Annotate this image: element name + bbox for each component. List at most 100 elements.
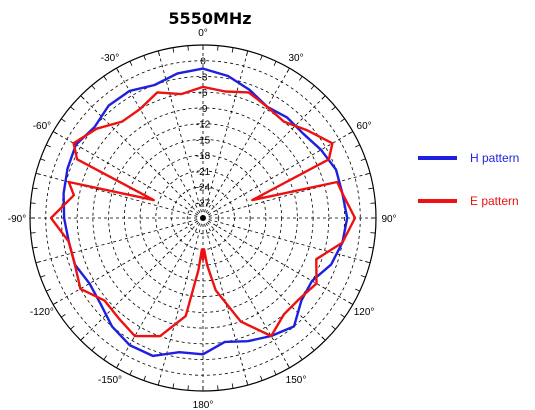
angle-tick <box>299 355 303 360</box>
series-line-e-pattern <box>49 85 357 338</box>
polar-grid <box>29 44 377 392</box>
angle-tick <box>157 50 160 56</box>
angle-tick <box>103 76 107 81</box>
angle-labels: 0°30°60°90°120°150°180°-150°-120°-90°-60… <box>8 28 397 410</box>
angle-label: -30° <box>101 53 119 64</box>
angle-label: 120° <box>354 307 375 318</box>
grid-ring <box>61 76 345 360</box>
angle-tick <box>355 144 360 148</box>
radial-tick-label: -24 <box>196 183 211 194</box>
angle-tick <box>32 187 38 190</box>
angle-tick <box>331 106 336 111</box>
grid-spoke <box>35 217 204 264</box>
radial-tick-label: -9 <box>199 104 208 115</box>
grid-ring <box>186 201 220 235</box>
grid-spoke <box>116 217 204 369</box>
angle-tick <box>46 288 51 292</box>
legend-label: H pattern <box>470 151 519 165</box>
angle-tick <box>260 375 263 381</box>
angle-tick <box>70 106 75 111</box>
angle-label: -120° <box>30 307 54 318</box>
angle-tick <box>360 158 366 161</box>
angle-tick <box>35 261 41 264</box>
angle-tick <box>172 383 175 389</box>
angle-tick <box>321 95 326 100</box>
angle-tick <box>360 275 366 278</box>
angle-tick <box>61 314 66 318</box>
angle-tick <box>331 325 336 330</box>
angle-tick <box>273 61 277 66</box>
angle-tick <box>103 355 107 360</box>
angle-label: 90° <box>381 214 396 225</box>
angle-tick <box>32 246 38 249</box>
grid-spoke <box>202 217 371 264</box>
angle-label: 0° <box>198 28 208 39</box>
grid-spoke <box>52 217 204 305</box>
angle-label: 150° <box>286 375 307 386</box>
radial-tick-label: -6 <box>199 88 208 99</box>
radial-tick-label: -27 <box>196 198 211 209</box>
angle-tick <box>348 301 354 305</box>
grid-spoke <box>202 217 290 369</box>
angle-label: -90° <box>8 214 26 225</box>
grid-ring <box>155 170 251 266</box>
angle-tick <box>172 47 175 53</box>
angle-label: 60° <box>357 121 372 132</box>
angle-tick <box>61 118 66 122</box>
legend-label: E pattern <box>470 194 519 208</box>
angle-tick <box>143 55 146 61</box>
angle-label: -150° <box>98 375 122 386</box>
angle-tick <box>35 172 41 175</box>
angle-tick <box>70 325 75 330</box>
angle-tick <box>310 346 315 351</box>
radial-tick-label: -21 <box>196 167 211 178</box>
angle-tick <box>52 131 58 135</box>
grid-spoke <box>52 131 204 219</box>
grid-spoke <box>35 172 204 219</box>
angle-tick <box>260 55 263 61</box>
grid-spoke <box>202 50 249 219</box>
chart-title: 5550MHz <box>168 9 251 28</box>
angle-tick <box>91 346 96 351</box>
angle-label: -60° <box>33 121 51 132</box>
series-layer <box>49 67 357 358</box>
grid-ring <box>108 123 298 313</box>
angle-tick <box>365 172 371 175</box>
angle-tick <box>273 370 277 375</box>
angle-tick <box>80 95 85 100</box>
angle-tick <box>143 375 146 381</box>
grid-spoke <box>80 95 204 219</box>
radial-tick-label: 0 <box>200 57 206 68</box>
angle-tick <box>286 67 290 73</box>
angle-tick <box>340 118 345 122</box>
angle-tick <box>231 383 234 389</box>
angle-tick <box>116 363 120 369</box>
angle-tick <box>348 131 354 135</box>
radial-tick-label: -18 <box>196 151 211 162</box>
angle-tick <box>368 187 374 190</box>
angle-label: 180° <box>193 400 214 410</box>
grid-spoke <box>202 217 354 305</box>
grid-spoke <box>157 217 204 386</box>
angle-tick <box>52 301 58 305</box>
angle-tick <box>80 336 85 341</box>
grid-spoke <box>202 67 290 219</box>
radial-tick-label: -3 <box>199 72 208 83</box>
grid-ring <box>76 91 330 345</box>
angle-tick <box>368 246 374 249</box>
grid-spoke <box>202 131 354 219</box>
angle-tick <box>365 261 371 264</box>
angle-label: 30° <box>288 53 303 64</box>
radial-tick-label: -15 <box>196 135 211 146</box>
grid-spoke <box>202 172 371 219</box>
angle-tick <box>91 85 96 90</box>
grid-spoke <box>116 67 204 219</box>
angle-tick <box>231 47 234 53</box>
angle-tick <box>246 380 249 386</box>
radial-tick-label: -12 <box>196 120 211 131</box>
angle-tick <box>40 158 46 161</box>
angle-tick <box>286 363 290 369</box>
angle-tick <box>340 314 345 318</box>
angle-tick <box>40 275 46 278</box>
